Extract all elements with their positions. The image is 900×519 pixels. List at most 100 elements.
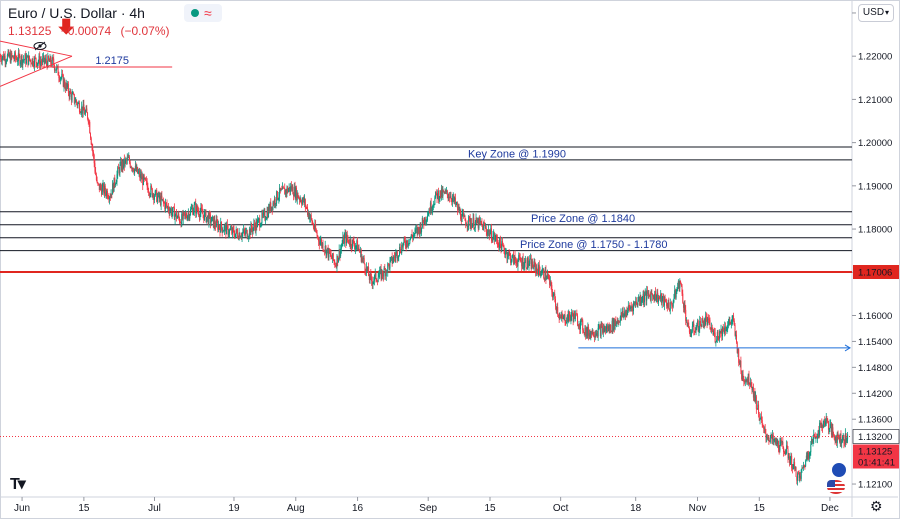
candle-body — [635, 301, 637, 304]
candle-body — [394, 257, 396, 258]
candle-body — [369, 273, 371, 280]
indicator-pills[interactable]: ≈ — [184, 4, 222, 22]
candle-body — [636, 303, 638, 306]
candle-body — [376, 281, 378, 282]
candle-body — [514, 255, 516, 261]
candle-body — [220, 221, 222, 233]
support-price-tag — [853, 265, 899, 280]
candle-body — [525, 259, 527, 268]
candle-body — [17, 61, 19, 62]
candle-body — [157, 192, 159, 197]
candle-body — [570, 316, 572, 320]
candle-body — [193, 211, 195, 215]
price-tick-label: 1.22000 — [858, 52, 892, 63]
candle-body — [386, 270, 388, 273]
candle-body — [672, 301, 674, 307]
candle-body — [251, 229, 253, 233]
candle-body — [59, 78, 61, 81]
candle-body — [127, 157, 129, 159]
candle-body — [24, 54, 26, 60]
candle-body — [799, 475, 801, 478]
candle-body — [243, 229, 245, 233]
candle-body — [356, 240, 358, 246]
candle-body — [669, 302, 671, 311]
candle-body — [237, 232, 239, 238]
candle-body — [67, 84, 69, 94]
symbol-header[interactable]: Euro / U.S. Dollar · 4h — [8, 5, 145, 21]
candle-body — [662, 295, 664, 298]
candle-body — [72, 93, 74, 95]
candle-body — [112, 183, 114, 195]
currency-label: USD — [862, 7, 885, 18]
candle-body — [457, 203, 459, 211]
candle-body — [565, 323, 567, 324]
candle-body — [332, 253, 334, 260]
candle-body — [84, 110, 86, 115]
candle-body — [299, 199, 301, 201]
candle-body — [409, 239, 411, 244]
candle-body — [3, 54, 5, 60]
time-axis[interactable]: Jun 15 Jul 19 Aug 16 Sep 15 Oct 18 Nov 15 Dec — [14, 497, 839, 514]
interval-label[interactable]: 4h — [129, 5, 145, 21]
candle-body — [505, 251, 507, 253]
candle-body — [98, 183, 100, 185]
visibility-eye-icon[interactable] — [33, 41, 47, 51]
candle-body — [402, 242, 404, 248]
candle-body — [121, 162, 123, 171]
candle-body — [37, 61, 39, 64]
candle-body — [17, 52, 19, 62]
candle-body — [767, 437, 769, 439]
settings-gear-icon[interactable]: ⚙ — [870, 498, 883, 514]
candle-body — [485, 227, 487, 232]
candle-body — [491, 240, 493, 242]
symbol-name: Euro / U.S. Dollar — [8, 5, 117, 21]
candle-body — [52, 57, 54, 59]
tradingview-logo-icon[interactable]: T▾ — [10, 476, 26, 493]
candle-body — [193, 204, 195, 212]
us-flag-icon[interactable] — [826, 479, 846, 495]
calendar-flag-icon[interactable] — [831, 462, 847, 478]
candle-body — [587, 327, 589, 336]
candle-body — [440, 188, 442, 198]
candle-body — [214, 219, 216, 226]
candle-body — [526, 267, 528, 269]
candle-body — [735, 334, 737, 336]
price-tick-label: 1.13600 — [858, 415, 892, 426]
candle-body — [82, 104, 84, 114]
candle-body — [549, 277, 551, 285]
price-axis[interactable]: 1.230001.220001.210001.200001.190001.180… — [852, 8, 900, 491]
candle-body — [688, 327, 690, 333]
candle-body — [111, 193, 113, 195]
currency-selector[interactable]: USD▾ — [858, 4, 894, 22]
candle-body — [663, 297, 665, 306]
candle-body — [797, 473, 799, 481]
candle-body — [404, 238, 406, 241]
candle-body — [39, 56, 41, 66]
candle-body — [190, 209, 192, 215]
candle-body — [301, 202, 303, 205]
candle-body — [20, 55, 22, 63]
candle-body — [666, 305, 668, 308]
candle-body — [820, 423, 822, 425]
candle-body — [791, 468, 793, 470]
candle-body — [117, 167, 119, 169]
candle-body — [571, 312, 573, 316]
candle-body — [67, 84, 69, 88]
candle-body — [440, 190, 442, 198]
candle-body — [435, 191, 437, 198]
candle-body — [399, 247, 401, 256]
candle-body — [13, 58, 15, 60]
candle-body — [646, 290, 648, 301]
price-tick-label: 1.18000 — [858, 225, 892, 236]
candle-body — [763, 425, 765, 429]
candle-body — [106, 190, 108, 196]
candle-body — [833, 435, 835, 440]
candle-body — [207, 215, 209, 224]
candle-body — [178, 214, 180, 218]
candle-body — [405, 245, 407, 247]
candle-body — [391, 256, 393, 264]
candle-body — [423, 222, 425, 224]
candle-body — [366, 266, 368, 271]
